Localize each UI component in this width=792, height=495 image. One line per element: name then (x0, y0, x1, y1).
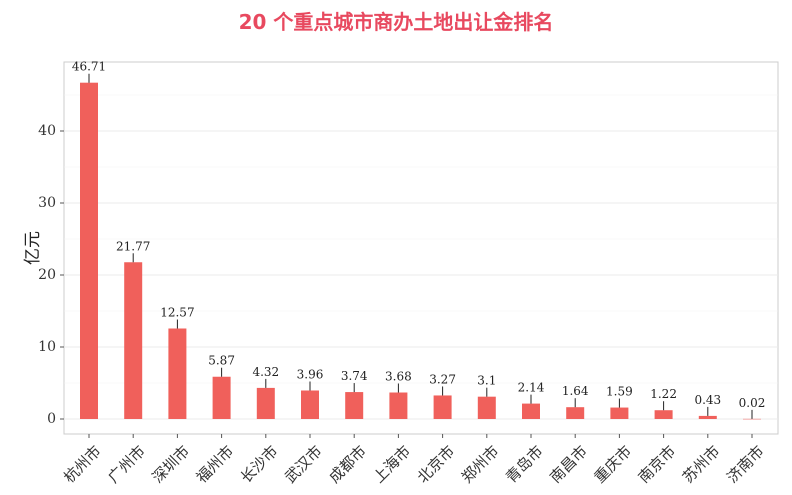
x-tick-label: 南京市 (635, 442, 680, 487)
y-tick-label: 30 (38, 195, 56, 211)
bar (212, 376, 231, 419)
x-tick-label: 上海市 (370, 442, 415, 487)
data-label: 12.57 (160, 305, 194, 319)
data-label: 5.87 (208, 354, 235, 368)
data-label: 1.64 (562, 384, 589, 398)
x-tick-label: 武汉市 (281, 442, 326, 487)
bar (80, 82, 98, 420)
y-tick-label: 20 (38, 267, 56, 283)
y-tick-label: 0 (47, 411, 56, 427)
data-label: 3.74 (341, 369, 368, 383)
bars: 46.71 21.77 12.57 5.87 4.32 3.96 3.74 3.68 3.27 3… (72, 60, 766, 420)
bar (477, 396, 496, 419)
data-label: 3.27 (429, 372, 456, 386)
data-label: 4.32 (252, 365, 279, 379)
x-tick-label: 福州市 (193, 442, 238, 487)
data-label: 3.1 (477, 374, 496, 388)
x-tick-label: 长沙市 (237, 442, 282, 487)
bar (566, 407, 585, 419)
x-tick-label: 重庆市 (591, 442, 636, 487)
x-tick-label: 成都市 (325, 442, 370, 487)
data-label: 0.43 (694, 393, 721, 407)
y-axis: 0 10 20 30 40 (38, 123, 64, 427)
y-tick-label: 10 (38, 339, 56, 355)
x-tick-label: 青岛市 (502, 442, 547, 487)
bar (433, 395, 452, 419)
x-tick-label: 郑州市 (458, 442, 503, 487)
bar (256, 387, 275, 419)
data-label: 3.68 (385, 370, 412, 384)
bar (743, 418, 761, 420)
data-label: 21.77 (116, 239, 150, 253)
x-tick-label: 济南市 (723, 442, 768, 487)
x-tick-label: 杭州市 (60, 442, 105, 487)
bar (522, 403, 540, 419)
x-tick-label: 苏州市 (679, 442, 724, 487)
bar (654, 410, 673, 419)
data-label: 46.71 (72, 60, 106, 74)
y-tick-label: 40 (38, 123, 56, 139)
x-axis: 杭州市 广州市 深圳市 福州市 长沙市 武汉市 成都市 上海市 北京市 郑州市 青岛市 南昌市 重庆市南… (60, 434, 768, 487)
x-tick-label: 广州市 (104, 442, 149, 487)
bar (124, 262, 143, 419)
bar (168, 328, 187, 419)
data-label: 0.02 (739, 396, 766, 410)
data-label: 3.96 (297, 367, 324, 381)
bar (345, 392, 364, 419)
chart-title: 20 个重点城市商办土地出让金排名 (238, 10, 554, 34)
data-label: 1.59 (606, 385, 633, 399)
bar (610, 407, 629, 419)
bar (698, 415, 717, 419)
data-label: 1.22 (650, 387, 677, 401)
data-label: 2.14 (518, 381, 545, 395)
x-tick-label: 南昌市 (546, 442, 591, 487)
x-tick-label: 深圳市 (149, 442, 194, 487)
bar (301, 390, 319, 419)
x-tick-label: 北京市 (414, 442, 459, 487)
bar (389, 392, 408, 419)
y-axis-label: 亿元 (23, 231, 43, 265)
